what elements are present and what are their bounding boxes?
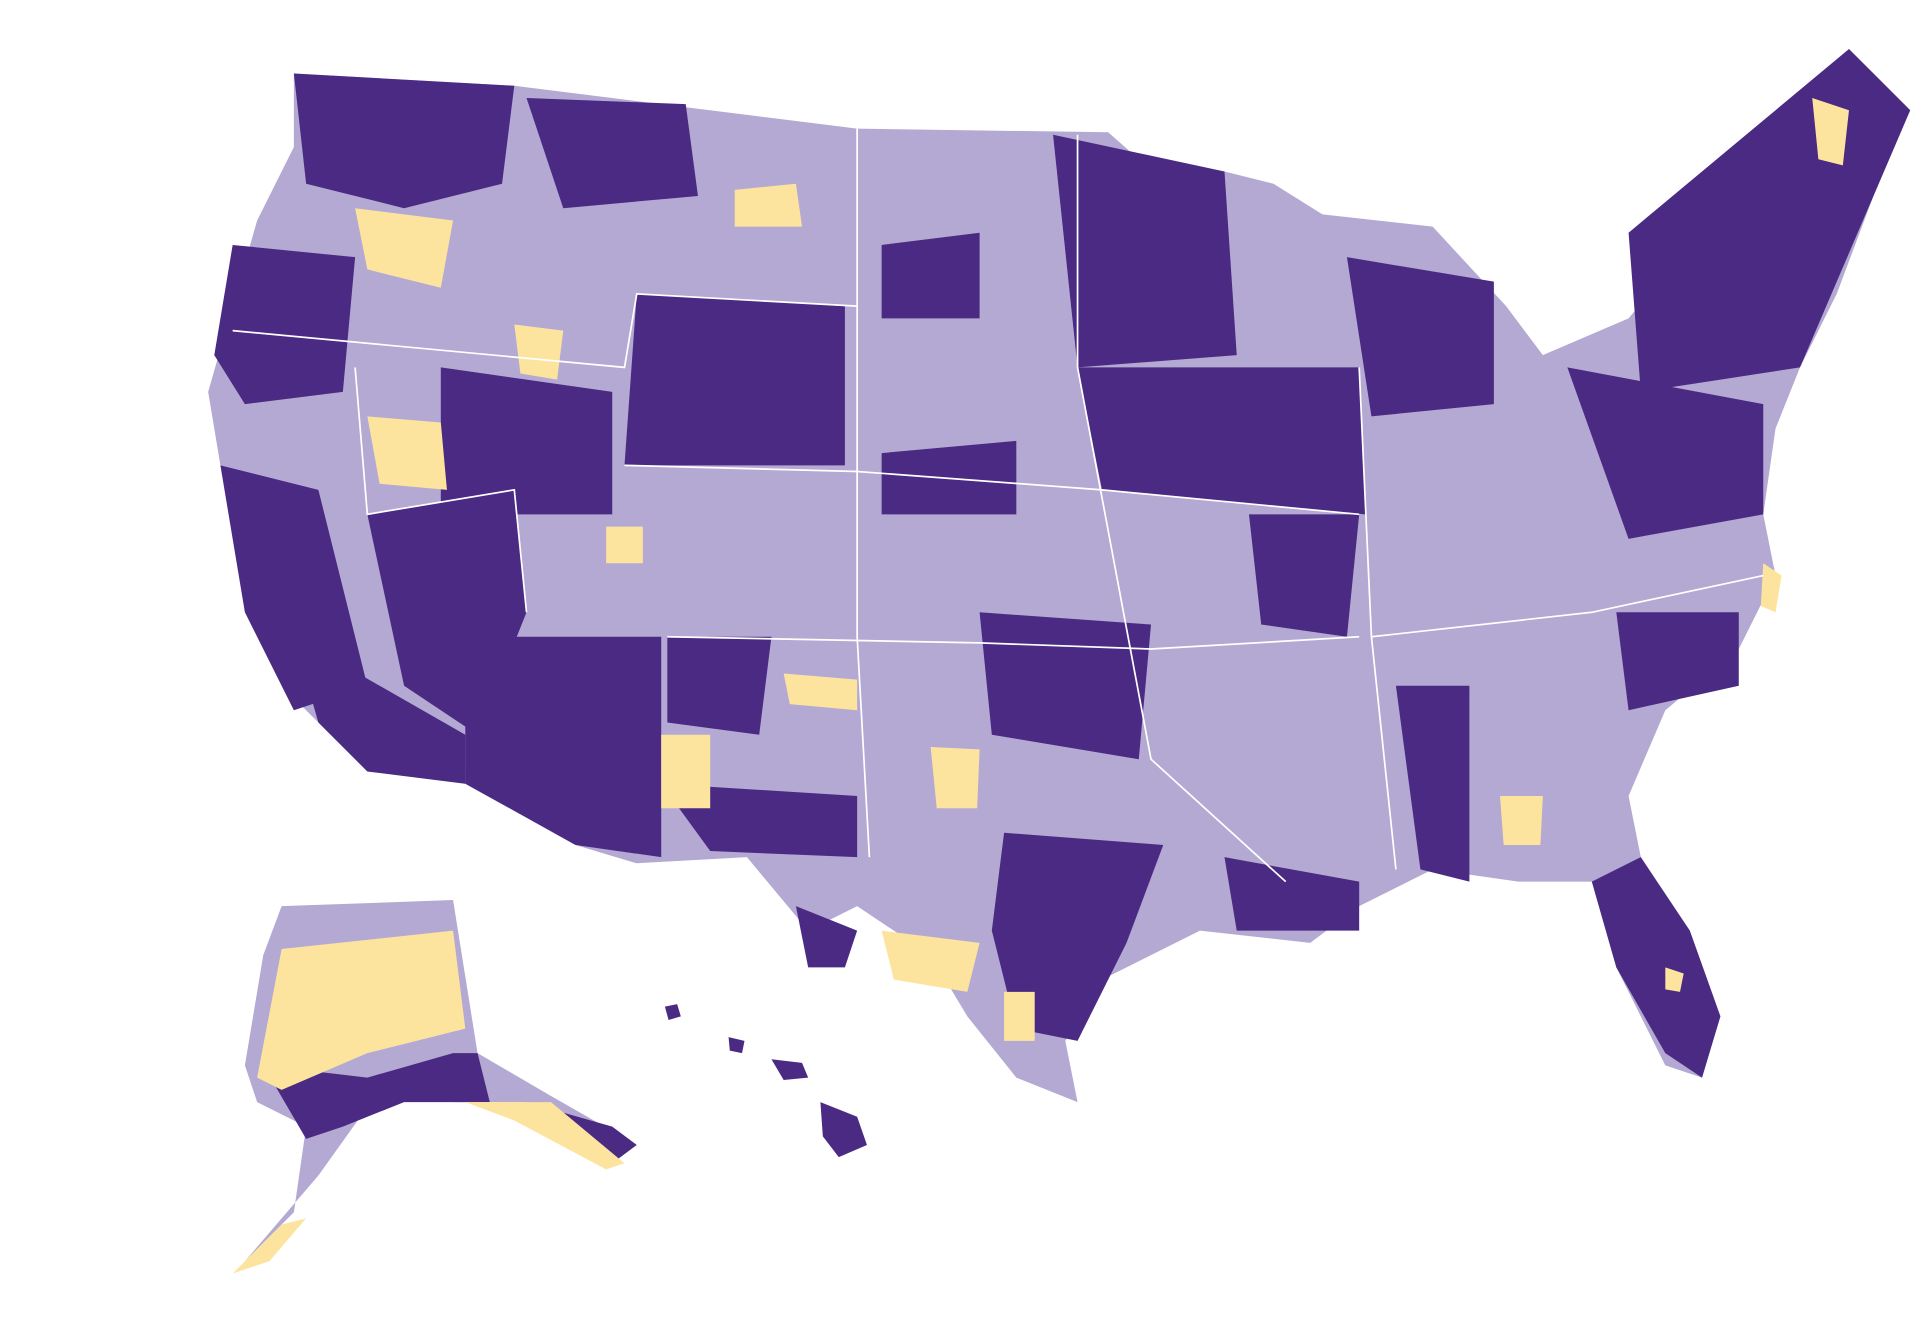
hawaii-big-island: [820, 1102, 867, 1158]
region-yellow: [367, 416, 447, 490]
region-yellow: [465, 1102, 625, 1170]
region-yellow: [606, 526, 643, 564]
state-border: [354, 367, 528, 613]
region-dark: [293, 73, 515, 209]
hawaii-kauai: [664, 1004, 681, 1021]
region-dark: [667, 636, 772, 735]
state-border: [856, 128, 871, 858]
region-yellow: [734, 183, 803, 227]
ak-dark: [263, 1053, 490, 1139]
region-dark: [293, 636, 466, 784]
region-dark: [1077, 367, 1366, 515]
region-dark: [220, 465, 368, 711]
region-yellow: [1500, 795, 1543, 845]
state-border: [667, 635, 1360, 650]
region-yellow: [930, 746, 980, 809]
region-dark: [624, 293, 845, 466]
region-dark: [1591, 857, 1721, 1078]
dark-regions: [214, 49, 1911, 1164]
state-borders: [232, 128, 1764, 883]
region-dark: [465, 636, 662, 858]
region-yellow: [355, 208, 454, 288]
region-dark: [440, 367, 613, 515]
region-yellow: [1004, 991, 1035, 1041]
region-dark: [991, 832, 1164, 1041]
hawaii-maui: [771, 1059, 809, 1081]
region-dark: [1248, 514, 1360, 637]
region-dark: [1395, 685, 1470, 882]
hawaii-oahu: [728, 1037, 745, 1054]
region-dark: [979, 612, 1152, 760]
region-yellow: [232, 1218, 307, 1274]
region-dark: [1053, 134, 1237, 368]
region-dark: [214, 244, 356, 405]
region-yellow: [514, 324, 564, 380]
region-dark: [526, 98, 698, 209]
region-dark: [795, 906, 858, 968]
region-dark: [1616, 612, 1739, 711]
region-dark: [1346, 257, 1494, 417]
state-border: [1371, 574, 1764, 638]
region-yellow: [1665, 967, 1684, 992]
light-yellow-regions: [232, 98, 1849, 1274]
region-dark: [881, 232, 980, 319]
state-border: [624, 464, 1360, 516]
region-yellow: [661, 734, 711, 809]
region-yellow: [881, 930, 980, 992]
region-dark: [1628, 49, 1911, 392]
state-border: [1076, 134, 1287, 883]
region-dark: [1224, 857, 1360, 931]
region-yellow: [1812, 98, 1849, 166]
region-yellow: [783, 673, 858, 711]
region-yellow: [257, 930, 466, 1090]
region-yellow: [1760, 563, 1782, 613]
region-dark: [1567, 367, 1764, 539]
state-border: [232, 293, 858, 369]
